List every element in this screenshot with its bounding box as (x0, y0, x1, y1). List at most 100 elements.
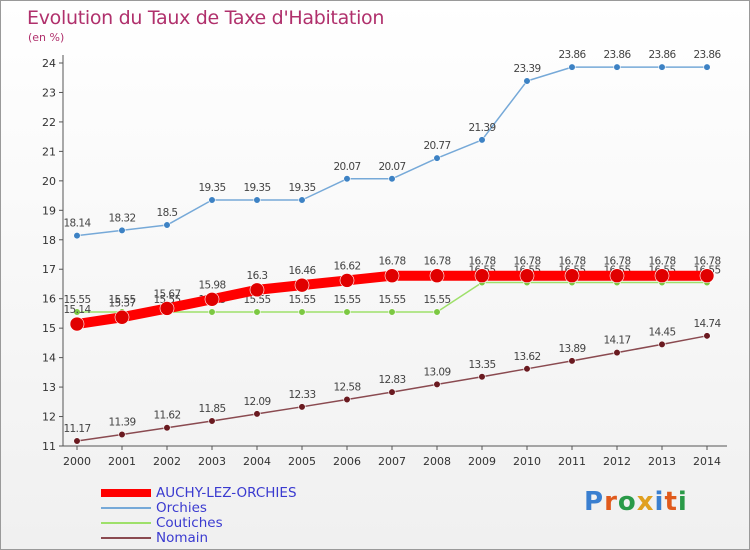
data-point (658, 340, 666, 348)
chart-unit: (en %) (28, 31, 65, 44)
data-label: 23.86 (693, 49, 721, 61)
data-label: 15.55 (423, 294, 450, 306)
data-point (388, 388, 396, 396)
series-line (76, 335, 708, 442)
data-point (699, 268, 715, 284)
y-tick-label: 12 (42, 411, 56, 424)
data-label: 13.35 (468, 359, 495, 371)
x-tick-label: 2008 (423, 455, 451, 468)
data-label: 16.78 (513, 256, 540, 268)
data-label: 16.62 (333, 260, 360, 272)
x-tick-label: 2013 (648, 455, 676, 468)
data-point (613, 63, 621, 71)
data-label: 18.14 (63, 218, 91, 230)
data-point (298, 403, 306, 411)
data-point (73, 308, 81, 316)
data-label: 15.55 (378, 294, 405, 306)
data-label: 23.39 (513, 63, 540, 75)
data-label: 19.35 (198, 182, 225, 194)
data-label: 15.55 (243, 294, 270, 306)
x-tick-label: 2006 (333, 455, 361, 468)
data-label: 15.14 (63, 304, 91, 316)
data-label: 12.09 (243, 396, 270, 408)
data-point (703, 63, 711, 71)
legend-swatch (101, 489, 151, 497)
data-point (249, 282, 265, 298)
data-point (564, 268, 580, 284)
data-point (384, 268, 400, 284)
data-point (253, 410, 261, 418)
data-point (703, 332, 711, 340)
legend-swatch (101, 537, 151, 539)
data-label: 19.35 (288, 182, 315, 194)
data-label: 12.58 (333, 381, 360, 393)
data-label: 13.62 (513, 351, 540, 363)
legend-label: Orchies (156, 500, 207, 516)
data-label: 18.32 (108, 212, 135, 224)
data-point (163, 424, 171, 432)
data-label: 16.78 (603, 256, 630, 268)
data-label: 16.78 (648, 256, 675, 268)
data-point (253, 308, 261, 316)
data-point (208, 196, 216, 204)
data-label: 20.77 (423, 140, 450, 152)
x-tick-label: 2014 (693, 455, 721, 468)
data-point (73, 232, 81, 240)
data-point (433, 380, 441, 389)
y-tick-label: 14 (42, 352, 56, 365)
data-label: 23.86 (603, 49, 631, 61)
data-label: 21.39 (468, 122, 495, 134)
data-label: 23.86 (558, 49, 586, 61)
y-tick-label: 23 (42, 86, 56, 99)
x-tick-label: 2001 (108, 455, 136, 468)
data-label: 16.78 (423, 256, 450, 268)
data-label: 18.5 (157, 207, 178, 219)
data-label: 11.39 (108, 417, 135, 429)
data-point (519, 268, 535, 284)
data-label: 11.17 (63, 423, 90, 435)
data-point (339, 273, 355, 288)
data-point (204, 291, 220, 307)
x-tick-label: 2010 (513, 455, 541, 468)
data-point (388, 175, 396, 183)
data-point (298, 196, 306, 204)
data-label: 12.83 (378, 374, 405, 386)
data-label: 15.37 (108, 297, 135, 309)
data-point (433, 308, 441, 316)
x-tick-label: 2011 (558, 455, 586, 468)
data-point (294, 277, 310, 293)
x-tick-label: 2004 (243, 455, 271, 468)
data-label: 16.78 (558, 256, 585, 268)
data-point (654, 268, 670, 284)
data-label: 15.98 (198, 279, 225, 291)
y-tick-label: 19 (42, 204, 56, 217)
x-tick-label: 2003 (198, 455, 226, 468)
data-point (208, 308, 216, 316)
legend-swatch (101, 507, 151, 509)
proxiti-logo: Proxiti (584, 487, 688, 517)
y-tick-label: 15 (42, 322, 56, 335)
data-point (118, 226, 126, 234)
y-tick-label: 21 (42, 145, 56, 158)
data-label: 14.17 (603, 335, 630, 347)
data-label: 19.35 (243, 182, 270, 194)
data-point (609, 268, 625, 284)
data-point (568, 357, 576, 365)
data-label: 15.55 (288, 294, 315, 306)
data-point (159, 301, 175, 316)
data-label: 11.85 (198, 403, 225, 415)
x-tick-label: 2007 (378, 455, 406, 468)
data-label: 20.07 (378, 161, 405, 173)
data-label: 16.3 (247, 270, 268, 282)
data-point (613, 349, 621, 357)
data-point (69, 316, 85, 332)
data-point (523, 365, 531, 373)
y-tick-label: 13 (42, 381, 56, 394)
data-point (114, 309, 130, 325)
data-label: 23.86 (648, 49, 676, 61)
data-label: 13.09 (423, 366, 450, 378)
data-point (73, 437, 81, 445)
data-point (433, 154, 441, 162)
